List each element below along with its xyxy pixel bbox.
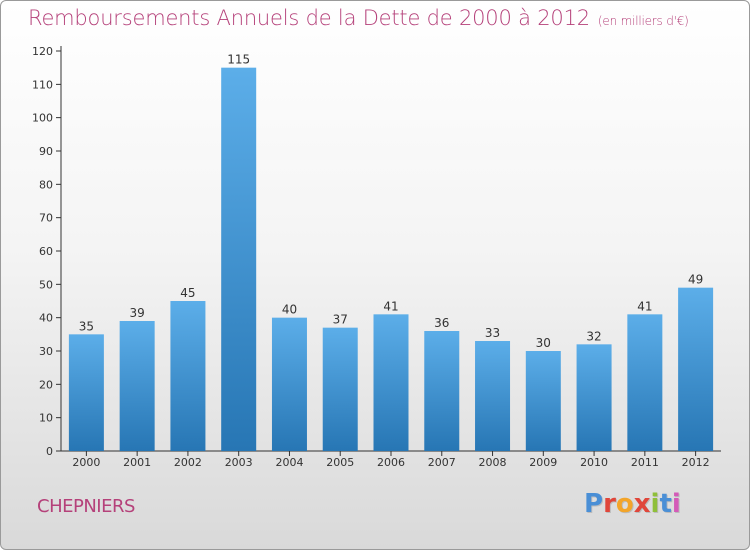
value-label-2011: 41 — [637, 299, 652, 313]
x-tick-label-2004: 2004 — [275, 456, 303, 469]
bar-2009 — [525, 351, 561, 451]
value-label-2005: 37 — [333, 313, 348, 327]
commune-name: CHEPNIERS — [37, 496, 135, 517]
chart-title-text: Remboursements Annuels de la Dette de 20… — [28, 6, 590, 30]
logo-letter: t — [659, 489, 672, 519]
y-tick-label: 70 — [39, 212, 53, 225]
bar-2011 — [627, 314, 663, 451]
y-tick-label: 10 — [39, 412, 53, 425]
bar-2003 — [221, 67, 257, 452]
value-label-2002: 45 — [180, 286, 195, 300]
y-tick-label: 40 — [39, 312, 53, 325]
y-tick-label: 100 — [32, 112, 53, 125]
value-label-2009: 30 — [536, 336, 551, 350]
x-tick-label-2007: 2007 — [428, 456, 456, 469]
logo-letter: o — [615, 489, 634, 519]
x-tick-label-2008: 2008 — [479, 456, 507, 469]
y-tick-label: 20 — [39, 378, 53, 391]
y-tick-label: 50 — [39, 278, 53, 291]
logo-letter: r — [603, 489, 616, 519]
bar-2005 — [322, 327, 358, 451]
bar-2010 — [576, 344, 612, 451]
bar-2012 — [678, 287, 714, 451]
chart-unit: (en milliers d'€) — [597, 14, 689, 28]
bar-2007 — [424, 331, 460, 451]
x-tick-label-2010: 2010 — [580, 456, 608, 469]
logo-letter: P — [584, 489, 604, 519]
x-tick-label-2003: 2003 — [225, 456, 253, 469]
y-tick-label: 110 — [32, 78, 53, 91]
x-tick-label-2011: 2011 — [631, 456, 659, 469]
value-label-2008: 33 — [485, 326, 500, 340]
x-tick-label-2000: 2000 — [72, 456, 100, 469]
value-label-2006: 41 — [383, 299, 398, 313]
value-label-2004: 40 — [282, 303, 297, 317]
x-tick-label-2002: 2002 — [174, 456, 202, 469]
value-label-2000: 35 — [79, 319, 94, 333]
bar-2008 — [475, 341, 511, 451]
value-label-2003: 115 — [227, 53, 250, 67]
y-tick-label: 0 — [46, 445, 53, 458]
value-label-2012: 49 — [688, 273, 703, 287]
logo-letter: i — [650, 489, 660, 519]
x-tick-label-2006: 2006 — [377, 456, 405, 469]
bar-2004 — [271, 317, 307, 451]
logo-letter: x — [633, 489, 651, 519]
chart-title: Remboursements Annuels de la Dette de 20… — [28, 6, 689, 30]
y-tick-label: 90 — [39, 145, 53, 158]
x-tick-label-2005: 2005 — [326, 456, 354, 469]
y-tick-label: 120 — [32, 45, 53, 58]
proxiti-logo: Proxiti — [584, 489, 681, 519]
bar-2001 — [119, 321, 155, 451]
y-tick-label: 80 — [39, 178, 53, 191]
x-tick-label-2009: 2009 — [529, 456, 557, 469]
bar-2006 — [373, 314, 409, 451]
value-label-2010: 32 — [586, 329, 601, 343]
bar-2002 — [170, 301, 206, 451]
x-tick-label-2012: 2012 — [682, 456, 710, 469]
y-tick-label: 60 — [39, 245, 53, 258]
y-tick-label: 30 — [39, 345, 53, 358]
logo-letter: i — [671, 489, 681, 519]
x-tick-label-2001: 2001 — [123, 456, 151, 469]
value-label-2007: 36 — [434, 316, 449, 330]
value-label-2001: 39 — [130, 306, 145, 320]
bar-2000 — [68, 334, 104, 451]
